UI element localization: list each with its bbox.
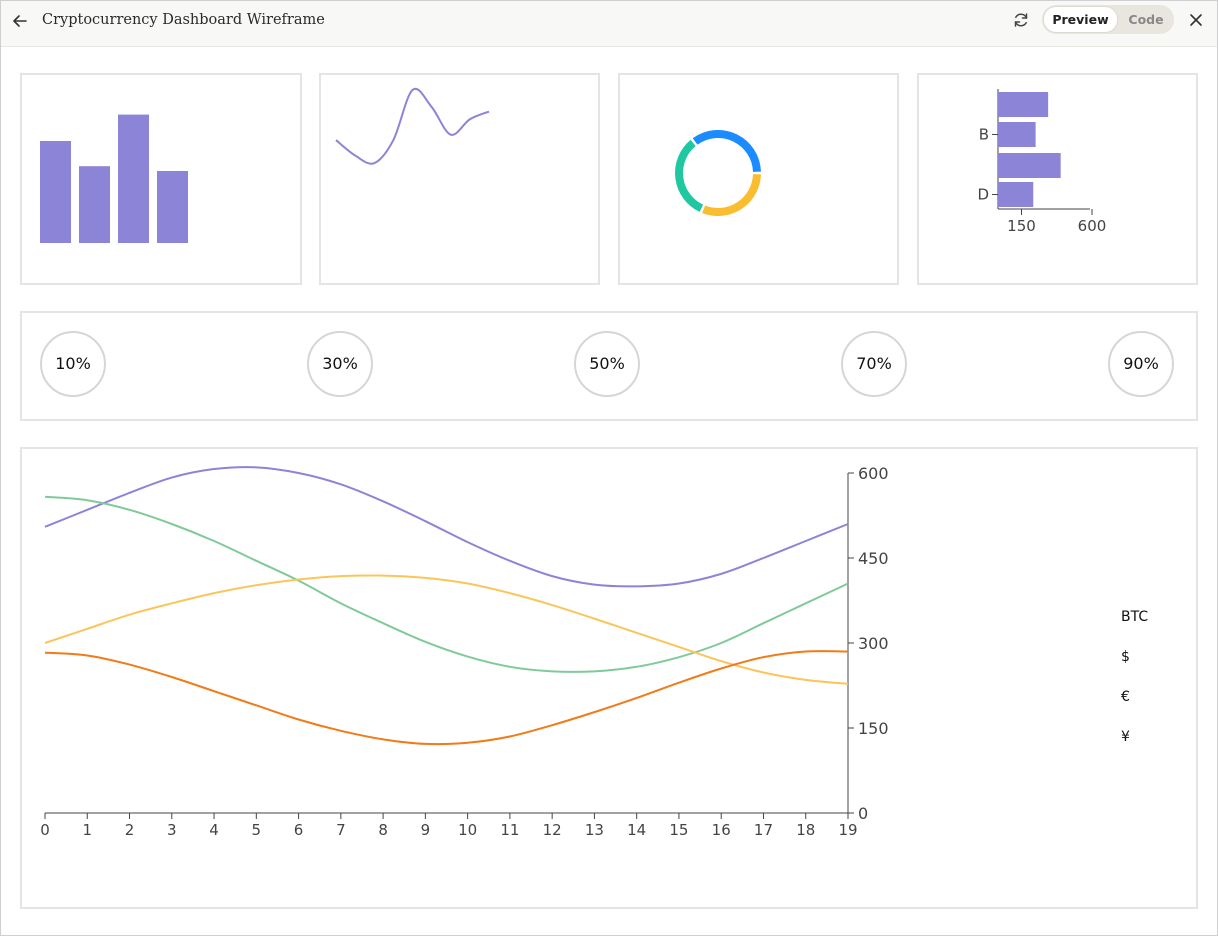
- x-tick-label: 0: [40, 821, 50, 839]
- hbar-bar: [998, 92, 1049, 117]
- refresh-icon[interactable]: [1012, 11, 1030, 29]
- mini-bar: [118, 114, 149, 243]
- gauge-10: 10%: [40, 331, 106, 397]
- x-tick-label: 1: [82, 821, 92, 839]
- code-tab[interactable]: Code: [1128, 12, 1164, 27]
- x-tick-label: 11: [500, 821, 519, 839]
- gauge-30: 30%: [307, 331, 373, 397]
- y-tick-label: 300: [858, 634, 889, 653]
- donut-slice: [692, 130, 761, 173]
- page-title: Cryptocurrency Dashboard Wireframe: [42, 12, 325, 28]
- series-line-4: [44, 650, 849, 746]
- legend-item-eur: €: [1121, 689, 1130, 705]
- gauge-50: 50%: [574, 331, 640, 397]
- view-toggle: Preview Code: [1042, 5, 1174, 34]
- x-tick-label: 6: [294, 821, 304, 839]
- hbar-x-tick-label: 600: [1078, 217, 1107, 235]
- hbar-bar: [998, 182, 1034, 207]
- x-tick-label: 17: [754, 821, 773, 839]
- mini-line-chart: [335, 87, 490, 165]
- x-tick-label: 2: [125, 821, 135, 839]
- close-icon[interactable]: [1187, 11, 1205, 29]
- series-line-3: [44, 574, 849, 685]
- gauges-card: 10% 30% 50% 70% 90%: [20, 311, 1198, 421]
- x-tick-label: 19: [838, 821, 857, 839]
- x-tick-label: 16: [712, 821, 731, 839]
- x-tick-label: 12: [543, 821, 562, 839]
- x-tick-label: 4: [209, 821, 219, 839]
- hbar-chart: B D 150 600: [977, 89, 1107, 235]
- mini-bar: [157, 171, 188, 243]
- mini-bar-card: [20, 73, 302, 285]
- hbar-y-tick-label: D: [977, 186, 989, 204]
- y-tick-label: 0: [858, 804, 868, 823]
- preview-tab[interactable]: Preview: [1044, 7, 1117, 32]
- x-tick-label: 8: [378, 821, 388, 839]
- arrow-left-icon[interactable]: [11, 12, 29, 30]
- series-line-2: [44, 495, 849, 673]
- mini-line-card: [319, 73, 600, 285]
- y-tick-label: 600: [858, 464, 889, 483]
- y-tick-label: 150: [858, 719, 889, 738]
- donut-slice: [702, 173, 761, 216]
- donut-card: [618, 73, 899, 285]
- x-tick-label: 18: [796, 821, 815, 839]
- x-tick-label: 7: [336, 821, 346, 839]
- x-tick-label: 9: [421, 821, 431, 839]
- hbar-bar: [998, 122, 1036, 147]
- legend-item-usd: $: [1121, 649, 1130, 665]
- x-tick-label: 15: [669, 821, 688, 839]
- gauge-70: 70%: [841, 331, 907, 397]
- y-tick-label: 450: [858, 549, 889, 568]
- legend-item-btc: BTC: [1121, 609, 1149, 625]
- legend-item-yen: ¥: [1121, 729, 1130, 745]
- donut-chart: [675, 130, 761, 216]
- gauge-90: 90%: [1108, 331, 1174, 397]
- mini-bar: [40, 141, 71, 243]
- x-tick-label: 13: [585, 821, 604, 839]
- x-tick-label: 10: [458, 821, 477, 839]
- series-line-1: [44, 466, 849, 588]
- mini-bar: [79, 166, 110, 243]
- mini-line-series: [335, 87, 490, 165]
- main-chart-card: [20, 447, 1198, 909]
- x-tick-label: 5: [252, 821, 262, 839]
- top-bar: Cryptocurrency Dashboard Wireframe Previ…: [1, 1, 1217, 47]
- mini-bar-chart: [40, 114, 188, 243]
- x-tick-label: 14: [627, 821, 646, 839]
- hbar-card: B D 150 600: [917, 73, 1198, 285]
- hbar-y-tick-label: B: [979, 126, 989, 144]
- donut-slice: [675, 139, 704, 212]
- x-tick-label: 3: [167, 821, 177, 839]
- hbar-x-tick-label: 150: [1007, 217, 1036, 235]
- hbar-bar: [998, 153, 1061, 178]
